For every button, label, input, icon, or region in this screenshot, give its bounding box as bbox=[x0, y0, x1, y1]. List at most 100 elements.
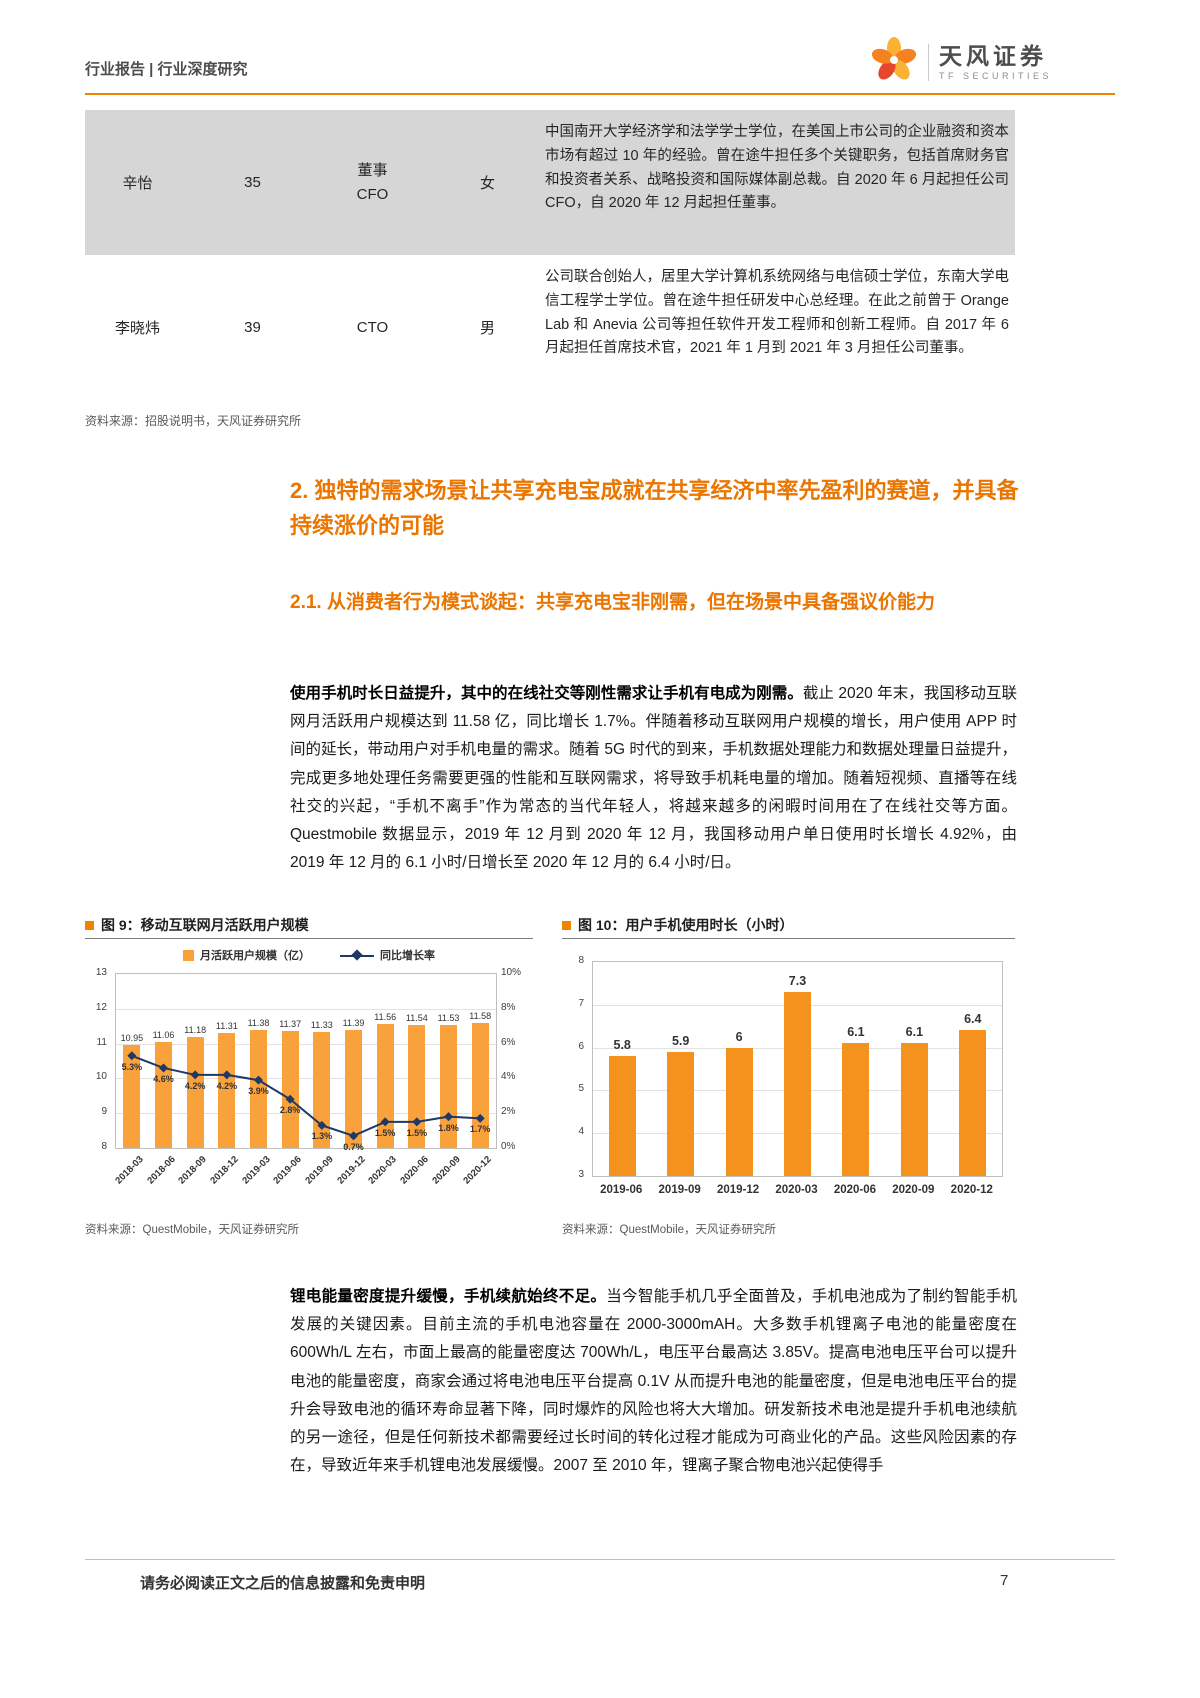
x-axis-label: 2020-12 bbox=[461, 1154, 494, 1187]
gridline bbox=[116, 1078, 496, 1080]
bar bbox=[842, 1043, 870, 1176]
y-axis-tick-label: 11 bbox=[96, 1036, 107, 1048]
bar-value-label: 7.3 bbox=[788, 973, 807, 988]
x-axis-label: 2019-12 bbox=[334, 1154, 368, 1187]
exec-age: 35 bbox=[244, 174, 261, 191]
paragraph-2-lead: 锂电能量密度提升缓慢，手机续航始终不足。 bbox=[290, 1288, 607, 1305]
line-value-label: 1.5% bbox=[406, 1127, 428, 1138]
tf-securities-logo: 天风证券 TF SECURITIES bbox=[870, 36, 1052, 89]
bar-value-label: 11.06 bbox=[152, 1029, 175, 1040]
bar-value-label: 11.31 bbox=[215, 1020, 238, 1031]
y-axis-tick-label: 8 bbox=[578, 955, 584, 966]
growth-rate-line bbox=[127, 1051, 485, 1141]
y-axis-tick-label: 8 bbox=[101, 1141, 107, 1152]
secondary-axis-tick-label: 8% bbox=[501, 1001, 516, 1013]
bar bbox=[218, 1032, 236, 1148]
x-axis-label: 2020-03 bbox=[775, 1184, 818, 1196]
bar bbox=[313, 1032, 331, 1148]
bar bbox=[471, 1023, 489, 1148]
exec-gender: 女 bbox=[479, 175, 495, 192]
y-axis-tick-label: 12 bbox=[95, 1001, 107, 1013]
exec-title: CTO bbox=[315, 255, 430, 400]
brand-name-en: TF SECURITIES bbox=[939, 71, 1053, 82]
x-axis-label: 2019-06 bbox=[600, 1184, 643, 1196]
x-axis-label: 2020-06 bbox=[833, 1184, 877, 1196]
paragraph-1-lead: 使用手机时长日益提升，其中的在线社交等刚性需求让手机有电成为刚需。 bbox=[290, 685, 803, 702]
y-axis-tick-label: 7 bbox=[578, 997, 584, 1009]
line-value-label: 3.9% bbox=[248, 1086, 269, 1097]
table-source-note: 资料来源：招股说明书，天风证券研究所 bbox=[85, 414, 302, 428]
figure-10-source: 资料来源：QuestMobile，天风证券研究所 bbox=[562, 1224, 777, 1236]
bar-value-label: 6.1 bbox=[905, 1025, 924, 1040]
x-axis-label: 2020-09 bbox=[429, 1154, 463, 1187]
bar bbox=[959, 1030, 987, 1176]
paragraph-2-text: 当今智能手机几乎全面普及，手机电池成为了制约智能手机发展的关键因素。目前主流的手… bbox=[290, 1288, 1017, 1475]
exec-bio: 公司联合创始人，居里大学计算机系统网络与电信硕士学位，东南大学电信工程学士学位。… bbox=[545, 269, 1009, 357]
figure-9-chart: 10.95 11.06 11.18 11.31 11.38 11.37 11.33 11.39… bbox=[85, 943, 533, 1211]
legend-label: 同比增长率 bbox=[380, 950, 435, 962]
figure-10-title: 图 10：用户手机使用时长（小时） bbox=[562, 912, 1015, 939]
line-value-label: 4.6% bbox=[153, 1073, 174, 1084]
secondary-axis-tick-label: 6% bbox=[501, 1036, 516, 1048]
y-axis-tick-label: 3 bbox=[578, 1169, 584, 1180]
x-axis-label: 2020-03 bbox=[366, 1154, 399, 1187]
section-heading-2: 2. 独特的需求场景让共享充电宝成就在共享经济中率先盈利的赛道，并具备持续涨价的… bbox=[290, 478, 1019, 539]
line-value-label: 2.8% bbox=[279, 1105, 301, 1116]
y-axis-tick-label: 10 bbox=[95, 1071, 107, 1083]
figure-9-title: 图 9：移动互联网月活跃用户规模 bbox=[85, 912, 533, 939]
legend-diamond-marker bbox=[351, 948, 363, 961]
y-axis-tick-label: 13 bbox=[95, 967, 107, 978]
line-value-label: 1.5% bbox=[374, 1127, 396, 1138]
y-axis-tick-label: 9 bbox=[101, 1106, 107, 1118]
exec-title: 董事 CFO bbox=[315, 110, 430, 255]
line-value-label: 5.3% bbox=[121, 1061, 143, 1072]
y-axis-tick-label: 4 bbox=[578, 1126, 584, 1138]
exec-title-line1: 董事 bbox=[357, 161, 388, 179]
table-row: 李晓炜 39 CTO 男 公司联合创始人，居里大学计算机系统网络与电信硕士学位，… bbox=[85, 255, 1015, 400]
bar-value-label: 5.9 bbox=[671, 1033, 690, 1048]
x-axis-label: 2019-09 bbox=[303, 1154, 336, 1187]
footer-disclaimer: 请务必阅读正文之后的信息披露和免责申明 bbox=[140, 1575, 426, 1592]
line-value-label: 4.2% bbox=[184, 1080, 206, 1091]
secondary-axis-tick-label: 2% bbox=[501, 1106, 516, 1118]
page-number: 7 bbox=[1000, 1572, 1009, 1589]
body-paragraph-1: 使用手机时长日益提升，其中的在线社交等刚性需求让手机有电成为刚需。截止 2020… bbox=[290, 680, 1017, 877]
tf-flower-icon bbox=[870, 36, 918, 89]
y-axis-tick-label: 6 bbox=[578, 1040, 584, 1052]
x-axis-label: 2020-09 bbox=[892, 1184, 935, 1196]
bar bbox=[784, 991, 811, 1176]
bar-value-label: 11.38 bbox=[247, 1018, 270, 1029]
bar bbox=[123, 1045, 141, 1148]
figure-10-block: 图 10：用户手机使用时长（小时） 5.8 5.9 6 7.3 6.1 6.1 6.4 8 7 6… bbox=[562, 912, 1015, 1237]
legend-item: 同比增长率 bbox=[340, 947, 435, 963]
y-axis-tick-label: 5 bbox=[578, 1083, 584, 1095]
gridline bbox=[116, 1043, 496, 1045]
bar bbox=[667, 1051, 695, 1176]
figure-10-title-text: 图 10：用户手机使用时长（小时） bbox=[578, 917, 794, 933]
x-axis-label: 2019-09 bbox=[658, 1184, 701, 1196]
line-value-label: 0.7% bbox=[343, 1141, 364, 1152]
x-axis-label: 2018-12 bbox=[208, 1154, 241, 1187]
section-heading-2-1: 2.1. 从消费者行为模式谈起：共享充电宝非刚需，但在场景中具备强议价能力 bbox=[290, 592, 935, 613]
brand-name-cn: 天风证券 bbox=[939, 42, 1047, 69]
figure-10-chart: 5.8 5.9 6 7.3 6.1 6.1 6.4 8 7 6 5 4 3 2019-06 2019-09 2… bbox=[562, 943, 1015, 1211]
bar bbox=[408, 1024, 426, 1148]
bar-value-label: 11.58 bbox=[469, 1011, 492, 1022]
header-divider bbox=[85, 93, 1115, 95]
chart-plot-area: 5.8 5.9 6 7.3 6.1 6.1 6.4 bbox=[592, 961, 1003, 1177]
bar bbox=[608, 1056, 636, 1176]
paragraph-1-text: 截止 2020 年末，我国移动互联网月活跃用户规模达到 11.58 亿，同比增长… bbox=[290, 685, 1017, 872]
bar bbox=[900, 1043, 928, 1176]
figure-9-block: 图 9：移动互联网月活跃用户规模 10.95 11.06 11.18 11.31 11.… bbox=[85, 912, 533, 1237]
figure-9-source: 资料来源：QuestMobile，天风证券研究所 bbox=[85, 1224, 300, 1236]
bar bbox=[376, 1024, 394, 1148]
line-value-label: 1.8% bbox=[438, 1122, 459, 1133]
secondary-axis-tick-label: 0% bbox=[501, 1141, 516, 1152]
exec-gender: 男 bbox=[479, 320, 495, 337]
report-type-label: 行业报告 | 行业深度研究 bbox=[85, 61, 248, 78]
line-value-label: 4.2% bbox=[216, 1080, 238, 1091]
figure-9-title-text: 图 9：移动互联网月活跃用户规模 bbox=[101, 917, 309, 933]
table-row: 辛怡 35 董事 CFO 女 中国南开大学经济学和法学学士学位，在美国上市公司的… bbox=[85, 110, 1015, 255]
bar bbox=[186, 1037, 204, 1148]
